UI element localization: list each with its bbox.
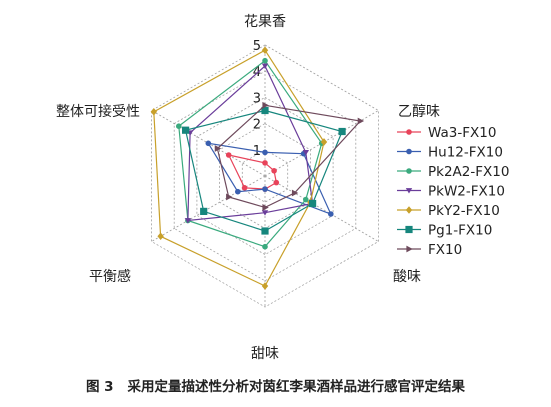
radar-grid (151, 44, 379, 308)
legend-item-PkW2-FX10: PkW2-FX10 (397, 184, 505, 200)
data-point-Wa3-FX10-5 (241, 185, 248, 191)
data-point-Pk2A2-FX10-4 (262, 243, 268, 250)
legend-item-Wa3-FX10: Wa3-FX10 (397, 125, 496, 141)
data-point-FX10-5 (226, 193, 233, 201)
grid-ring-3 (196, 96, 334, 256)
legend-marker-FX10 (406, 245, 413, 253)
data-point-Pk2A2-FX10-3 (303, 196, 309, 203)
data-point-Hu12-FX10-6 (205, 140, 212, 147)
legend-item-Hu12-FX10: Hu12-FX10 (397, 145, 503, 161)
data-point-FX10-4 (262, 204, 269, 211)
data-point-PkW2-FX10-4 (261, 210, 269, 216)
axis-label-2: 乙醇味 (398, 103, 440, 120)
axis-label-6: 整体可接受性 (56, 103, 140, 120)
legend-item-FX10: FX10 (397, 242, 462, 258)
data-point-FX10-2 (357, 117, 365, 125)
series-Hu12-FX10 (205, 140, 334, 217)
data-point-Pg1-FX10-5 (200, 207, 208, 215)
legend-label-Pg1-FX10: Pg1-FX10 (428, 223, 492, 239)
series-line-PkY2-FX10 (153, 49, 325, 287)
legend-label-PkW2-FX10: PkW2-FX10 (428, 184, 505, 200)
data-point-Wa3-FX10-6 (225, 152, 232, 158)
grid-ring-5 (151, 44, 379, 308)
legend-marker-Wa3-FX10 (406, 129, 412, 135)
series-PkY2-FX10 (150, 46, 328, 290)
data-point-Wa3-FX10-2 (271, 168, 277, 174)
data-point-PkW2-FX10-5 (184, 218, 192, 224)
legend-marker-Pk2A2-FX10 (406, 168, 412, 174)
axis-label-1: 花果香 (244, 14, 286, 30)
legend: Wa3-FX10 Hu12-FX10 Pk2A2-FX10 PkW2-FX10 PkY2… (397, 125, 509, 258)
data-point-Hu12-FX10-5 (235, 188, 241, 195)
axis-label-5: 平衡感 (89, 268, 131, 285)
legend-label-PkY2-FX10: PkY2-FX10 (428, 203, 500, 219)
data-point-PkW2-FX10-1 (261, 63, 269, 69)
data-point-Pg1-FX10-4 (261, 227, 269, 235)
legend-label-Pk2A2-FX10: Pk2A2-FX10 (428, 164, 509, 180)
figure-number: 图 3 (85, 379, 114, 395)
data-point-PkY2-FX10-1 (261, 46, 269, 55)
series-Pg1-FX10 (182, 106, 346, 235)
axis-label-3: 酸味 (393, 269, 421, 285)
legend-marker-PkW2-FX10 (405, 188, 413, 194)
series-FX10 (214, 101, 365, 211)
data-point-Wa3-FX10-3 (273, 179, 280, 186)
data-point-PkY2-FX10-2 (320, 138, 328, 146)
axis-label-4: 甜味 (251, 346, 279, 362)
data-point-Pg1-FX10-1 (261, 106, 269, 115)
grid-spoke-3 (264, 175, 379, 242)
legend-marker-PkY2-FX10 (405, 206, 413, 214)
legend-item-Pk2A2-FX10: Pk2A2-FX10 (397, 164, 509, 180)
series-Pk2A2-FX10 (176, 57, 325, 250)
series-line-Wa3-FX10 (227, 154, 277, 190)
data-point-FX10-3 (291, 189, 299, 197)
series-PkW2-FX10 (184, 63, 316, 224)
data-point-FX10-6 (214, 145, 222, 152)
legend-marker-Hu12-FX10 (406, 148, 412, 155)
data-point-Pg1-FX10-3 (309, 199, 317, 208)
legend-label-FX10: FX10 (428, 242, 462, 258)
data-point-Pk2A2-FX10-6 (176, 123, 182, 129)
data-point-Hu12-FX10-3 (328, 211, 334, 217)
data-point-PkY2-FX10-4 (261, 282, 269, 290)
grid-spoke-5 (151, 175, 266, 242)
series-group (150, 46, 365, 290)
tick-label-5: 5 (253, 39, 261, 54)
figure-caption: 图 3 采用定量描述性分析对茵红李果酒样品进行感官评定结果 (0, 374, 551, 400)
legend-label-Wa3-FX10: Wa3-FX10 (428, 125, 496, 141)
data-point-Hu12-FX10-4 (262, 186, 268, 192)
tick-label-2: 2 (253, 118, 261, 133)
data-point-Pk2A2-FX10-1 (262, 57, 268, 64)
legend-marker-Pg1-FX10 (405, 225, 413, 234)
data-point-PkY2-FX10-6 (150, 108, 158, 116)
caption-text: 采用定量描述性分析对茵红李果酒样品进行感官评定结果 (127, 379, 466, 395)
data-point-FX10-1 (262, 101, 269, 109)
legend-item-PkY2-FX10: PkY2-FX10 (397, 203, 500, 219)
data-point-Pg1-FX10-6 (182, 126, 190, 134)
data-point-PkW2-FX10-2 (302, 150, 310, 156)
legend-label-Hu12-FX10: Hu12-FX10 (428, 145, 503, 161)
data-point-Hu12-FX10-1 (262, 149, 268, 156)
legend-item-Pg1-FX10: Pg1-FX10 (397, 223, 492, 239)
data-point-Wa3-FX10-1 (262, 160, 268, 166)
tick-label-3: 3 (253, 91, 261, 106)
data-point-Pg1-FX10-2 (338, 127, 346, 136)
data-point-PkY2-FX10-5 (157, 232, 164, 241)
